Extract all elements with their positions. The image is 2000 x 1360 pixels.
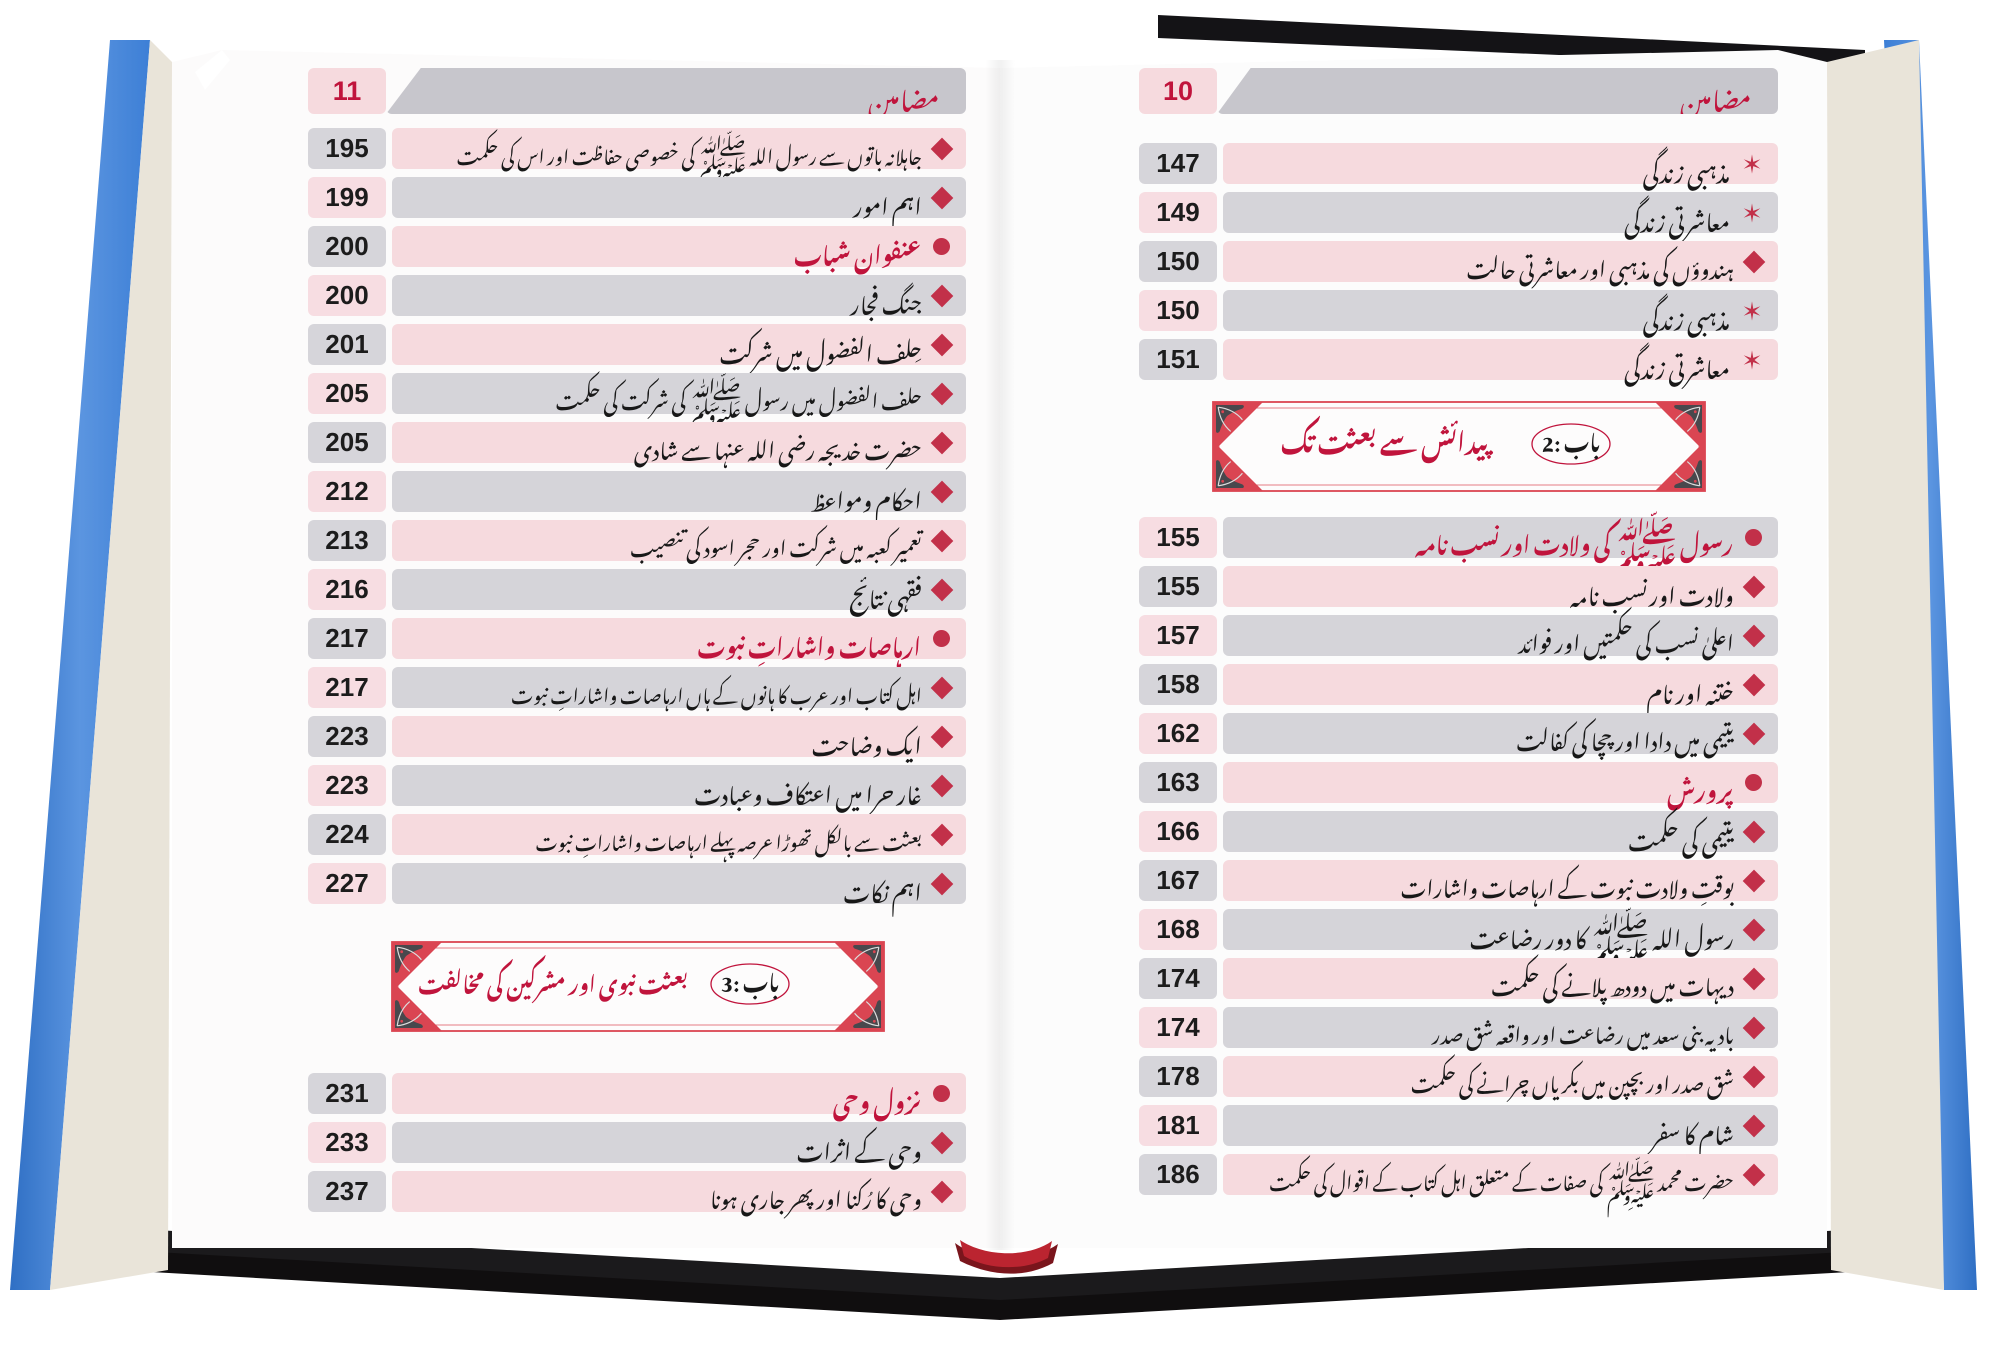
svg-text:باب :2: باب :2 bbox=[1542, 412, 1600, 465]
svg-text:پیدائش سے بعثت تک: پیدائش سے بعثت تک bbox=[1281, 406, 1494, 469]
svg-text:باب :3: باب :3 bbox=[721, 952, 779, 1005]
svg-text:بعثت نبوی اور مشرکین کی مخالفت: بعثت نبوی اور مشرکین کی مخالفت bbox=[418, 954, 688, 1007]
